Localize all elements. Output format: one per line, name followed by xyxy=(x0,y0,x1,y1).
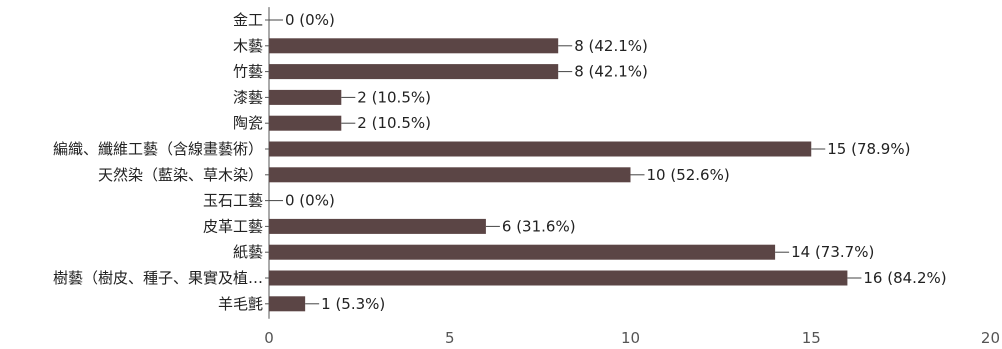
category-label: 木藝 xyxy=(233,37,263,55)
x-tick-label: 15 xyxy=(802,329,821,347)
category-label: 玉石工藝 xyxy=(203,192,263,210)
value-label: 6 (31.6%) xyxy=(502,217,576,235)
bar xyxy=(269,167,631,183)
category-label: 天然染（藍染、草木染） xyxy=(98,166,263,184)
category-label: 紙藝 xyxy=(233,243,263,261)
x-tick-label: 10 xyxy=(621,329,640,347)
category-label: 皮革工藝 xyxy=(203,217,263,235)
category-label: 編織、纖維工藝（含線畫藝術） xyxy=(53,140,263,158)
x-tick-label: 20 xyxy=(981,329,1000,347)
value-label: 10 (52.6%) xyxy=(647,166,730,184)
x-tick-label: 0 xyxy=(264,329,274,347)
value-label: 0 (0%) xyxy=(285,11,335,29)
bar xyxy=(269,38,559,54)
category-label: 羊毛氈 xyxy=(218,295,263,313)
category-label: 漆藝 xyxy=(233,88,263,106)
category-label: 樹藝（樹皮、種子、果實及植… xyxy=(53,269,263,287)
value-label: 1 (5.3%) xyxy=(321,295,385,313)
category-label: 陶瓷 xyxy=(233,114,263,132)
bar xyxy=(269,270,848,286)
value-label: 15 (78.9%) xyxy=(827,140,910,158)
x-tick-label: 5 xyxy=(445,329,455,347)
value-label: 2 (10.5%) xyxy=(357,114,431,132)
value-label: 0 (0%) xyxy=(285,192,335,210)
value-label: 14 (73.7%) xyxy=(791,243,874,261)
bar xyxy=(269,141,812,157)
bar xyxy=(269,218,486,234)
value-label: 8 (42.1%) xyxy=(574,63,648,81)
value-label: 2 (10.5%) xyxy=(357,88,431,106)
bar xyxy=(269,89,342,105)
bar xyxy=(269,64,559,80)
category-label: 竹藝 xyxy=(233,63,263,81)
bar xyxy=(269,115,342,131)
bar xyxy=(269,244,776,260)
value-label: 8 (42.1%) xyxy=(574,37,648,55)
value-label: 16 (84.2%) xyxy=(863,269,946,287)
bar xyxy=(269,296,306,312)
category-label: 金工 xyxy=(233,11,263,29)
